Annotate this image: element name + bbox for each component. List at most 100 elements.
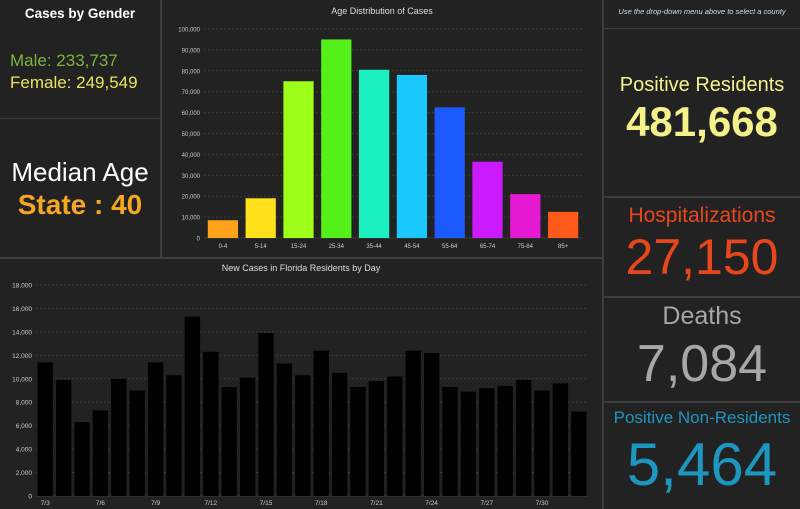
x-tick-label: 7/3 — [41, 500, 50, 507]
separator — [604, 401, 800, 403]
x-tick-label: 25-34 — [329, 244, 345, 250]
bar-7/6[interactable] — [92, 410, 109, 496]
age-distribution-panel: Age Distribution of Cases 0 10,000 20,000 3… — [162, 0, 602, 257]
y-tick-label: 12,000 — [12, 353, 32, 360]
bar-7/13[interactable] — [221, 386, 237, 496]
bar-7/20[interactable] — [350, 386, 366, 496]
bar-7/17[interactable] — [295, 375, 311, 496]
y-tick-label: 20,000 — [182, 195, 201, 201]
y-tick-label: 40,000 — [182, 153, 201, 159]
positive-residents-label: Positive Residents — [619, 74, 785, 96]
y-tick-label: 90,000 — [182, 48, 201, 54]
cases-by-gender-panel: Cases by Gender Male: 233,737 Female: 24… — [0, 0, 160, 118]
y-tick-label: 0 — [28, 494, 32, 501]
bar-85+[interactable] — [547, 211, 579, 238]
x-tick-label: 35-44 — [366, 244, 382, 250]
y-tick-label: 10,000 — [12, 376, 32, 383]
median-age-value: State : 40 — [17, 189, 143, 220]
positive-non-residents-value: 5,464 — [626, 431, 778, 498]
positive-residents-value: 481,668 — [626, 98, 778, 145]
bar-15-24[interactable] — [283, 81, 314, 238]
bar-7/15[interactable] — [258, 333, 274, 496]
bar-7/10[interactable] — [166, 375, 182, 496]
separator — [604, 196, 800, 198]
x-tick-label: 7/12 — [204, 500, 217, 507]
bar-5-14[interactable] — [245, 198, 276, 238]
x-tick-label: 7/27 — [480, 500, 493, 507]
y-tick-label: 16,000 — [12, 306, 32, 313]
bar-65-74[interactable] — [472, 161, 503, 238]
bar-7/21[interactable] — [368, 381, 385, 496]
hospitalizations-label: Hospitalizations — [628, 204, 776, 227]
bar-7/25[interactable] — [442, 386, 458, 496]
bar-8/1[interactable] — [571, 411, 587, 496]
bar-7/19[interactable] — [331, 372, 348, 496]
bar-75-84[interactable] — [510, 194, 541, 238]
bar-7/18[interactable] — [313, 350, 329, 496]
county-select-hint: Use the drop-down menu above to select a… — [618, 7, 786, 16]
y-tick-label: 0 — [197, 237, 201, 243]
x-tick-label: 7/6 — [96, 500, 105, 507]
bar-7/29[interactable] — [515, 379, 532, 496]
age-distribution-chart: 0 10,000 20,000 30,000 40,000 50,000 60,000 70,… — [178, 28, 582, 250]
x-tick-label: 7/9 — [151, 500, 160, 507]
bar-0-4[interactable] — [207, 220, 239, 238]
bar-7/11[interactable] — [184, 316, 201, 496]
bar-7/22[interactable] — [387, 376, 403, 496]
bar-7/14[interactable] — [239, 377, 256, 496]
bar-7/26[interactable] — [460, 391, 477, 496]
bar-35-44[interactable] — [358, 69, 390, 238]
female-cases: Female: 249,549 — [10, 73, 138, 92]
bar-55-64[interactable] — [434, 107, 465, 238]
x-tick-label: 7/24 — [425, 500, 438, 507]
x-tick-label: 85+ — [558, 244, 569, 250]
hospitalizations-value: 27,150 — [625, 229, 779, 285]
y-tick-label: 80,000 — [182, 69, 201, 75]
bar-7/9[interactable] — [147, 362, 164, 496]
male-cases: Male: 233,737 — [10, 51, 118, 70]
x-tick-label: 15-24 — [291, 244, 307, 250]
deaths-value: 7,084 — [636, 335, 768, 393]
separator — [160, 0, 162, 257]
bar-7/27[interactable] — [479, 388, 495, 496]
x-tick-label: 65-74 — [480, 244, 496, 250]
y-tick-label: 100,000 — [178, 28, 200, 34]
stats-column: Use the drop-down menu above to select a… — [604, 0, 800, 509]
bar-7/31[interactable] — [552, 383, 569, 496]
bar-7/28[interactable] — [497, 385, 513, 496]
y-tick-label: 70,000 — [182, 90, 201, 96]
bar-25-34[interactable] — [321, 39, 352, 239]
bar-7/12[interactable] — [203, 351, 219, 496]
separator — [604, 28, 800, 29]
bar-7/16[interactable] — [276, 363, 293, 496]
bar-7/24[interactable] — [423, 352, 440, 496]
bar-7/30[interactable] — [534, 390, 550, 497]
bar-7/4[interactable] — [55, 379, 72, 496]
separator — [602, 0, 604, 509]
y-tick-label: 30,000 — [182, 174, 201, 180]
bar-7/7[interactable] — [111, 378, 127, 496]
daily-cases-chart: 0 2,000 4,000 6,000 8,000 10,000 12,000 14,000 1… — [12, 283, 588, 507]
y-tick-label: 6,000 — [16, 423, 33, 430]
y-tick-label: 50,000 — [182, 132, 201, 138]
bar-7/23[interactable] — [405, 350, 421, 496]
x-tick-label: 55-64 — [442, 244, 458, 250]
bar-7/3[interactable] — [37, 362, 53, 496]
y-tick-label: 8,000 — [16, 400, 33, 407]
y-tick-label: 2,000 — [16, 470, 33, 477]
x-tick-label: 5-14 — [255, 244, 268, 250]
y-tick-label: 14,000 — [12, 329, 32, 336]
bar-7/5[interactable] — [74, 422, 90, 496]
x-tick-label: 7/15 — [260, 500, 273, 507]
median-age-panel: Median Age State : 40 — [0, 119, 160, 257]
daily-chart-title: New Cases in Florida Residents by Day — [221, 263, 381, 273]
x-tick-label: 7/30 — [536, 500, 549, 507]
x-tick-label: 0-4 — [219, 244, 228, 250]
y-tick-label: 60,000 — [182, 111, 201, 117]
deaths-label: Deaths — [662, 302, 742, 330]
y-tick-label: 18,000 — [12, 283, 32, 290]
daily-cases-panel: New Cases in Florida Residents by Day 0 2… — [0, 259, 602, 509]
median-age-label: Median Age — [11, 157, 149, 187]
bar-7/8[interactable] — [129, 390, 145, 497]
bar-45-54[interactable] — [396, 74, 428, 238]
